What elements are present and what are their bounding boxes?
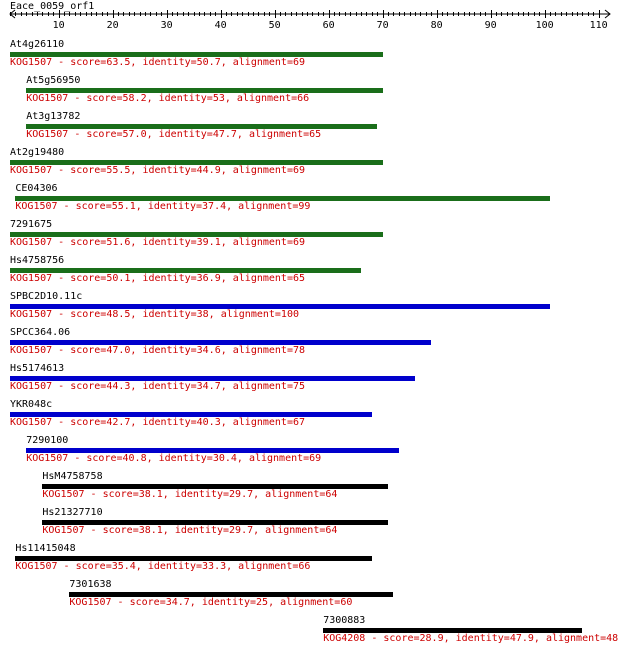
sequence-ruler [9,9,611,19]
ruler-tick-label: 100 [535,20,554,31]
ruler-tick-label: 40 [214,20,227,31]
ruler-arrow-right [604,9,611,19]
hit-score-text: KOG1507 - score=42.7, identity=40.3, ali… [10,417,306,428]
ruler-tick-label: 90 [484,20,497,31]
hit-alignment-bar [42,484,388,489]
hit-score-text: KOG1507 - score=38.1, identity=29.7, ali… [42,489,338,500]
hit-name: 7301638 [69,579,112,590]
ruler-tick-label: 30 [160,20,173,31]
hit-alignment-bar [15,196,550,201]
query-title: Eace_0059_orf1 [10,1,95,12]
ruler-tick-label: 70 [376,20,389,31]
hit-score-text: KOG1507 - score=58.2, identity=53, align… [26,93,310,104]
hit-name: YKR048c [10,399,53,410]
hit-name: At2g19480 [10,147,65,158]
hit-score-text: KOG1507 - score=63.5, identity=50.7, ali… [10,57,306,68]
hit-name: Hs5174613 [10,363,65,374]
hit-alignment-bar [10,268,361,273]
hit-alignment-bar [10,304,550,309]
hit-alignment-bar [42,520,388,525]
hit-alignment-bar [10,160,383,165]
ruler-tick-label: 20 [106,20,119,31]
hit-name: Hs21327710 [42,507,103,518]
hit-name: Hs11415048 [15,543,76,554]
hit-score-text: KOG1507 - score=38.1, identity=29.7, ali… [42,525,338,536]
hit-alignment-bar [10,52,383,57]
hit-alignment-bar [10,232,383,237]
hit-name: HsM4758758 [42,471,103,482]
hit-name: At4g26110 [10,39,65,50]
hit-alignment-bar [26,124,378,129]
hit-score-text: KOG1507 - score=55.5, identity=44.9, ali… [10,165,306,176]
hit-alignment-bar [26,448,399,453]
ruler-tick-label: 10 [52,20,65,31]
hit-score-text: KOG1507 - score=47.0, identity=34.6, ali… [10,345,306,356]
hit-score-text: KOG1507 - score=48.5, identity=38, align… [10,309,299,320]
hit-name: SPBC2D10.11c [10,291,83,302]
hit-name: SPCC364.06 [10,327,71,338]
hit-score-text: KOG1507 - score=40.8, identity=30.4, ali… [26,453,322,464]
hit-alignment-bar [69,592,394,597]
hit-score-text: KOG1507 - score=44.3, identity=34.7, ali… [10,381,306,392]
ruler-tick-label: 60 [322,20,335,31]
hit-score-text: KOG1507 - score=35.4, identity=33.3, ali… [15,561,311,572]
hit-name: At3g13782 [26,111,81,122]
hit-score-text: KOG1507 - score=51.6, identity=39.1, ali… [10,237,306,248]
hit-alignment-bar [15,556,372,561]
hit-alignment-bar [10,376,415,381]
hit-name: Hs4758756 [10,255,65,266]
ruler-tick-label: 80 [430,20,443,31]
hit-name: CE04306 [15,183,58,194]
hit-name: 7300883 [323,615,366,626]
hit-score-text: KOG1507 - score=57.0, identity=47.7, ali… [26,129,322,140]
hit-alignment-bar [323,628,583,633]
ruler-tick-label: 110 [589,20,608,31]
hit-name: At5g56950 [26,75,81,86]
hit-score-text: KOG1507 - score=55.1, identity=37.4, ali… [15,201,311,212]
hit-score-text: KOG1507 - score=50.1, identity=36.9, ali… [10,273,306,284]
hit-score-text: KOG4208 - score=28.9, identity=47.9, ali… [323,633,619,644]
hit-name: 7290100 [26,435,69,446]
hit-alignment-bar [10,340,432,345]
hit-name: 7291675 [10,219,53,230]
hit-score-text: KOG1507 - score=34.7, identity=25, align… [69,597,353,608]
hit-alignment-bar [26,88,383,93]
hit-alignment-bar [10,412,372,417]
ruler-tick-label: 50 [268,20,281,31]
